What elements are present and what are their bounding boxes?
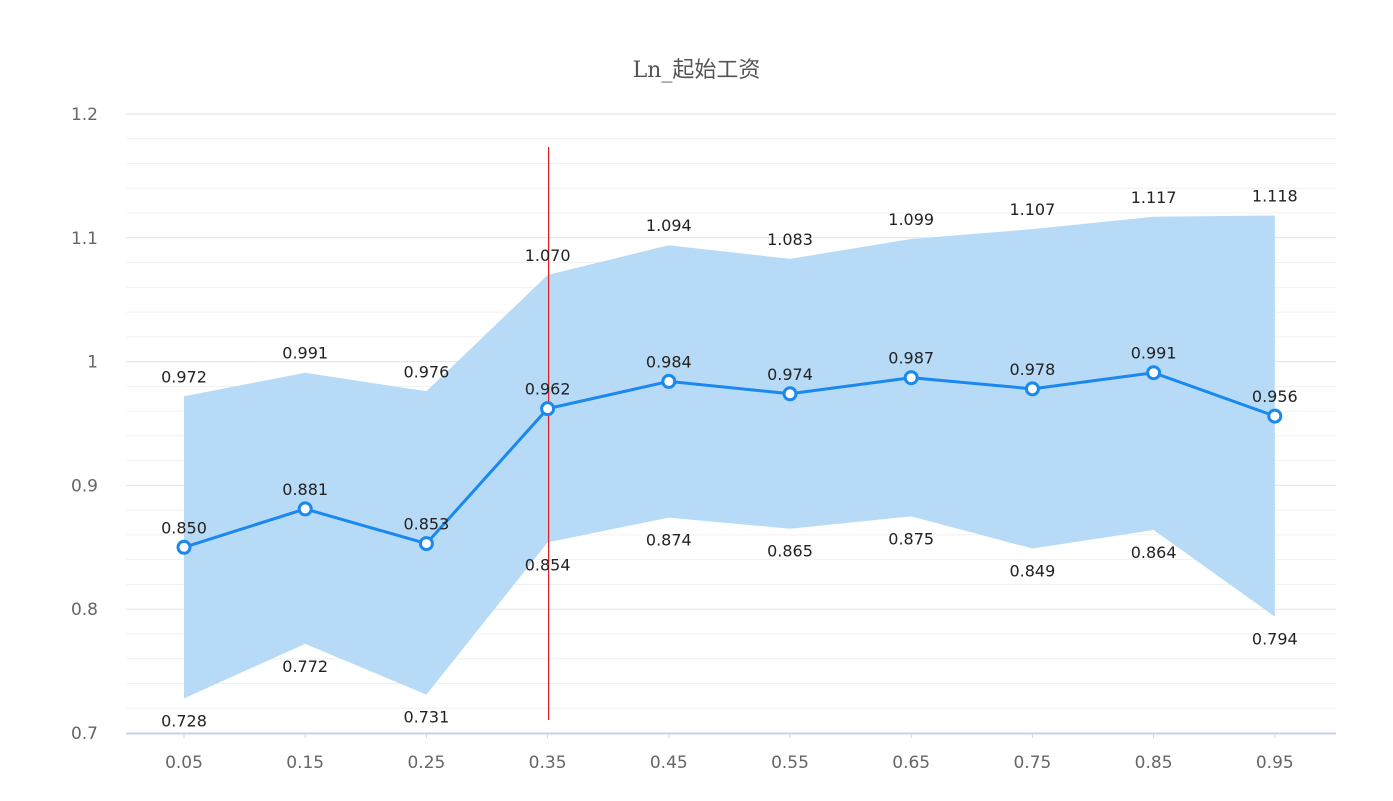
estimate-label: 0.987 — [888, 349, 934, 368]
upper-label: 1.099 — [888, 210, 934, 229]
upper-label: 0.991 — [282, 344, 328, 363]
lower-label: 0.874 — [646, 531, 692, 550]
lower-label: 0.794 — [1252, 630, 1298, 649]
x-tick-label: 0.65 — [892, 753, 930, 773]
lower-label: 0.865 — [767, 542, 813, 561]
upper-label: 1.107 — [1009, 200, 1055, 219]
x-tick-label: 0.35 — [529, 753, 567, 773]
upper-label: 1.070 — [525, 246, 571, 265]
y-tick-label: 1.1 — [71, 229, 98, 249]
estimate-point — [418, 536, 434, 552]
estimate-point — [1267, 408, 1283, 424]
estimate-label: 0.956 — [1252, 387, 1298, 406]
lower-label: 0.728 — [161, 711, 207, 730]
y-tick-label: 0.7 — [71, 724, 98, 744]
estimate-point — [661, 373, 677, 389]
upper-label: 1.118 — [1252, 187, 1298, 206]
estimate-label: 0.853 — [403, 515, 449, 534]
x-tick-label: 0.45 — [650, 753, 688, 773]
lower-label: 0.864 — [1131, 543, 1177, 562]
lower-label: 0.731 — [403, 708, 449, 727]
estimate-label: 0.984 — [646, 352, 692, 371]
estimate-point — [1024, 381, 1040, 397]
y-tick-label: 1 — [87, 353, 98, 373]
upper-label: 1.083 — [767, 230, 813, 249]
estimate-label: 0.881 — [282, 480, 328, 499]
upper-label: 1.117 — [1131, 188, 1177, 207]
upper-label: 0.972 — [161, 367, 207, 386]
lower-label: 0.772 — [282, 657, 328, 676]
upper-label: 1.094 — [646, 216, 692, 235]
estimate-label: 0.978 — [1009, 360, 1055, 379]
estimate-label: 0.962 — [525, 380, 571, 399]
x-tick-label: 0.95 — [1256, 753, 1294, 773]
y-tick-label: 0.9 — [71, 476, 98, 496]
lower-label: 0.854 — [525, 555, 571, 574]
estimate-line — [183, 371, 1276, 549]
chart-title: Ln_起始工资 — [632, 58, 761, 83]
estimate-label: 0.850 — [161, 518, 207, 537]
y-tick-label: 1.2 — [71, 105, 98, 125]
estimate-point — [297, 501, 313, 517]
estimate-label: 0.974 — [767, 365, 813, 384]
x-tick-label: 0.15 — [286, 753, 324, 773]
confidence-band — [184, 215, 1275, 699]
estimate-label: 0.991 — [1131, 344, 1177, 363]
estimate-point — [540, 401, 556, 417]
lower-label: 0.875 — [888, 529, 934, 548]
estimate-point — [903, 370, 919, 386]
x-tick-label: 0.75 — [1013, 753, 1051, 773]
upper-label: 0.976 — [403, 362, 449, 381]
estimate-point — [1146, 365, 1162, 381]
estimate-point — [176, 539, 192, 555]
x-tick-label: 0.25 — [407, 753, 445, 773]
lower-label: 0.849 — [1009, 562, 1055, 581]
estimate-point — [782, 386, 798, 402]
y-tick-label: 0.8 — [71, 600, 98, 620]
x-tick-label: 0.55 — [771, 753, 809, 773]
x-tick-label: 0.85 — [1135, 753, 1173, 773]
x-tick-label: 0.05 — [165, 753, 203, 773]
